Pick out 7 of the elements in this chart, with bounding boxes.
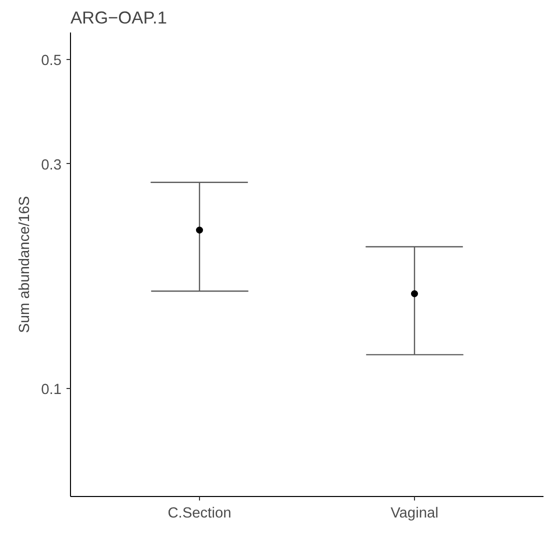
chart-title: ARG−OAP.1 [70,8,167,28]
x-tick-label: Vaginal [390,506,438,522]
y-tick-label: 0.5 [41,52,62,69]
y-tick-label: 0.3 [41,157,62,174]
y-tick-label: 0.1 [41,382,62,398]
y-axis-title: Sum abundance/16S [17,196,34,333]
x-tick-label: C.Section [168,506,232,522]
